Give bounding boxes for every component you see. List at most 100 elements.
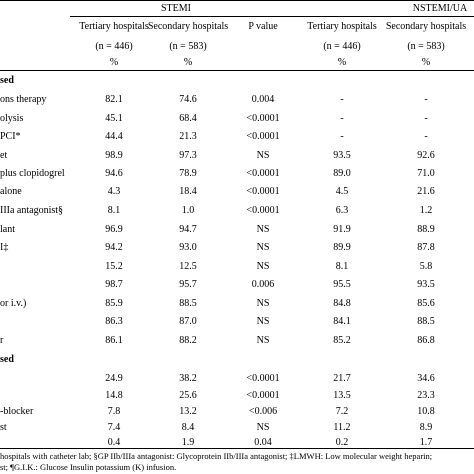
row-label: alone — [0, 186, 22, 197]
table-top-rule — [0, 0, 474, 1]
row-label: lant — [0, 224, 15, 235]
table-cell: 88.5 — [417, 316, 435, 327]
col-header-stemi-tertiary: Tertiary hospitals — [79, 21, 149, 32]
col-header-p-value: P value — [248, 21, 278, 32]
table-cell: 97.3 — [179, 150, 197, 161]
table-cell: 93.5 — [333, 150, 351, 161]
table-cell: 95.7 — [179, 279, 197, 290]
table-cell: <0.0001 — [246, 113, 280, 124]
table-cell: NS — [256, 261, 270, 272]
n-stemi-tertiary: (n = 446) — [95, 41, 133, 52]
row-label: sed — [0, 354, 14, 365]
table-cell: 24.9 — [105, 373, 123, 384]
table-cell: 8.4 — [181, 422, 195, 433]
table-cell: 13.2 — [179, 406, 197, 417]
table-cell: 5.8 — [419, 261, 433, 272]
table-cell: 44.4 — [105, 131, 123, 142]
stemi-group-header: STEMI — [161, 3, 191, 14]
row-label: ons therapy — [0, 94, 47, 105]
row-label: IIIa antagonist§ — [0, 205, 64, 216]
table-cell: 7.8 — [107, 406, 121, 417]
footnote-line-1: hospitals with catheter lab; §GP IIb/III… — [0, 451, 433, 461]
table-cell: 18.4 — [179, 186, 197, 197]
unit-nstemi-tertiary: % — [337, 57, 347, 68]
table-cell: 82.1 — [105, 94, 123, 105]
table-cell: - — [340, 131, 344, 142]
table-cell: 91.9 — [333, 224, 351, 235]
table-cell: - — [424, 94, 428, 105]
table-cell: 94.6 — [105, 168, 123, 179]
table-cell: 13.5 — [333, 390, 351, 401]
header-bottom-rule — [0, 70, 474, 71]
table-cell: 93.0 — [179, 242, 197, 253]
table-cell: 0.04 — [254, 437, 272, 448]
table-cell: 0.004 — [251, 94, 275, 105]
table-cell: 87.8 — [417, 242, 435, 253]
table-cell: 94.7 — [179, 224, 197, 235]
table-cell: <0.0001 — [246, 390, 280, 401]
table-cell: - — [340, 113, 344, 124]
table-cell: 21.3 — [179, 131, 197, 142]
table-cell: 1.0 — [181, 205, 195, 216]
table-cell: 86.1 — [105, 335, 123, 346]
table-cell: 88.9 — [417, 224, 435, 235]
table-cell: 23.3 — [417, 390, 435, 401]
row-label: or i.v.) — [0, 298, 27, 309]
table-cell: <0.006 — [248, 406, 278, 417]
table-cell: 34.6 — [417, 373, 435, 384]
table-cell: 6.3 — [335, 205, 349, 216]
table-cell: 0.006 — [251, 279, 275, 290]
table-cell: 96.9 — [105, 224, 123, 235]
n-nstemi-tertiary: (n = 446) — [323, 41, 361, 52]
table-cell: <0.0001 — [246, 131, 280, 142]
nstemi-group-header: NSTEMI/UA — [412, 3, 468, 14]
unit-stemi-tertiary: % — [109, 57, 119, 68]
table-cell: 89.0 — [333, 168, 351, 179]
table-cell: 92.6 — [417, 150, 435, 161]
row-label: r — [0, 335, 4, 346]
table-cell: - — [424, 113, 428, 124]
table-cell: NS — [256, 335, 270, 346]
table-cell: 7.4 — [107, 422, 121, 433]
table-cell: 0.4 — [107, 437, 121, 448]
table-cell: NS — [256, 242, 270, 253]
table-cell: NS — [256, 422, 270, 433]
table-cell: 8.9 — [419, 422, 433, 433]
table-cell: 1.2 — [419, 205, 433, 216]
table-cell: - — [424, 131, 428, 142]
table-cell: 85.9 — [105, 298, 123, 309]
table-cell: 4.3 — [107, 186, 121, 197]
table-cell: 68.4 — [179, 113, 197, 124]
table-cell: 94.2 — [105, 242, 123, 253]
table-cell: 8.1 — [107, 205, 121, 216]
row-label: st — [0, 422, 7, 433]
table-cell: 7.2 — [335, 406, 349, 417]
table-cell: 89.9 — [333, 242, 351, 253]
table-cell: - — [340, 94, 344, 105]
table-cell: 1.9 — [181, 437, 195, 448]
table-cell: 0.2 — [335, 437, 349, 448]
table-cell: 78.9 — [179, 168, 197, 179]
n-nstemi-secondary: (n = 583) — [407, 41, 445, 52]
row-label: -blocker — [0, 406, 34, 417]
table-cell: 8.1 — [335, 261, 349, 272]
table-cell: 15.2 — [105, 261, 123, 272]
col-header-nstemi-secondary: Secondary hospitals — [385, 21, 467, 32]
table-cell: NS — [256, 224, 270, 235]
table-cell: 93.5 — [417, 279, 435, 290]
n-stemi-secondary: (n = 583) — [169, 41, 207, 52]
col-header-stemi-secondary: Secondary hospitals — [147, 21, 229, 32]
table-cell: 98.9 — [105, 150, 123, 161]
table-cell: NS — [256, 316, 270, 327]
table-cell: 71.0 — [417, 168, 435, 179]
table-cell: 21.7 — [333, 373, 351, 384]
table-cell: <0.0001 — [246, 168, 280, 179]
col-header-nstemi-tertiary: Tertiary hospitals — [307, 21, 377, 32]
table-cell: 14.8 — [105, 390, 123, 401]
table-cell: 1.7 — [419, 437, 433, 448]
group-header-rule — [70, 16, 474, 17]
table-cell: 21.6 — [417, 186, 435, 197]
footnote-rule — [0, 448, 474, 449]
table-cell: 25.6 — [179, 390, 197, 401]
table-cell: 85.6 — [417, 298, 435, 309]
